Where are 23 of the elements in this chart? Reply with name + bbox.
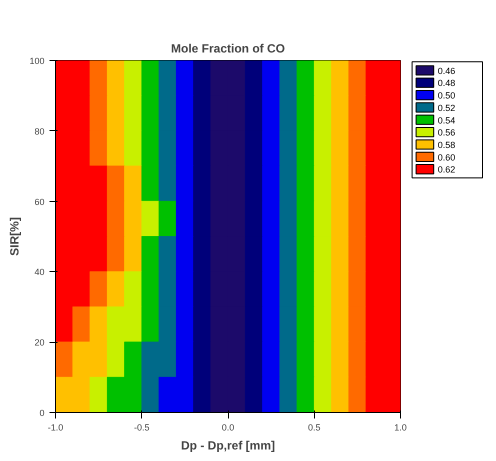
color-bar-label: 0.58 <box>438 140 456 150</box>
x-tick-label: -0.5 <box>134 422 150 432</box>
color-bar-label: 0.60 <box>438 152 456 162</box>
y-tick-label: 40 <box>34 267 45 278</box>
color-bar-label: 0.56 <box>438 128 456 138</box>
y-tick-label: 0 <box>39 408 45 418</box>
color-bar-label: 0.54 <box>438 115 456 126</box>
x-tick-label: 1.0 <box>394 422 407 432</box>
x-tick-label: 0.0 <box>222 422 234 432</box>
x-tick-label: 0.5 <box>308 422 321 432</box>
chart-title: Mole Fraction of CO <box>171 42 285 56</box>
color-bar-label: 0.48 <box>438 78 456 88</box>
y-tick-label: 100 <box>29 56 45 66</box>
color-bar-label: 0.46 <box>438 66 456 76</box>
color-bar-label: 0.52 <box>438 102 456 113</box>
y-axis-title: SIR[%] <box>7 217 22 256</box>
color-bar-label: 0.50 <box>438 90 456 101</box>
x-tick-label: -1.0 <box>48 422 64 432</box>
x-axis-title: Dp - Dp,ref [mm] <box>181 438 275 452</box>
y-tick-label: 20 <box>34 338 45 348</box>
y-tick-label: 60 <box>34 196 45 207</box>
color-bar-label: 0.62 <box>438 164 456 175</box>
y-tick-label: 80 <box>34 126 45 136</box>
